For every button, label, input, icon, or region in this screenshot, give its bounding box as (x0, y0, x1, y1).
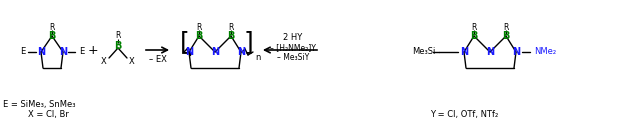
Text: – EX: – EX (149, 55, 166, 63)
Text: N: N (37, 47, 45, 57)
Text: +: + (87, 44, 99, 56)
Text: R: R (228, 22, 234, 32)
Text: Y = Cl, OTf, NTf₂: Y = Cl, OTf, NTf₂ (430, 110, 498, 119)
Text: E: E (79, 48, 84, 56)
Text: B: B (195, 31, 203, 41)
Text: R: R (471, 22, 477, 32)
Text: ]: ] (243, 30, 253, 54)
Text: N: N (512, 47, 520, 57)
Text: B: B (228, 31, 235, 41)
Text: B: B (114, 41, 122, 51)
Text: R: R (50, 22, 55, 32)
Text: n: n (255, 53, 260, 62)
Text: R: R (197, 22, 202, 32)
Text: E: E (20, 48, 25, 56)
Text: B: B (48, 31, 56, 41)
Text: N: N (237, 47, 245, 57)
Text: R: R (115, 32, 121, 41)
Text: R: R (503, 22, 508, 32)
Text: NMe₂: NMe₂ (534, 48, 556, 56)
Text: N: N (460, 47, 468, 57)
Text: N: N (486, 47, 494, 57)
Text: X: X (101, 58, 107, 67)
Text: N: N (59, 47, 67, 57)
Text: [: [ (180, 30, 190, 54)
Text: X: X (129, 58, 135, 67)
Text: – [H₂NMe₂]Y: – [H₂NMe₂]Y (270, 44, 316, 53)
Text: B: B (502, 31, 510, 41)
Text: X = Cl, Br: X = Cl, Br (28, 110, 69, 119)
Text: – Me₃SiY: – Me₃SiY (277, 53, 309, 62)
Text: N: N (211, 47, 219, 57)
Text: N: N (185, 47, 193, 57)
Text: 2 HY: 2 HY (283, 34, 303, 43)
Text: B: B (471, 31, 477, 41)
Text: E = SiMe₃, SnMe₃: E = SiMe₃, SnMe₃ (3, 100, 76, 109)
Text: Me₃Si: Me₃Si (412, 48, 435, 56)
